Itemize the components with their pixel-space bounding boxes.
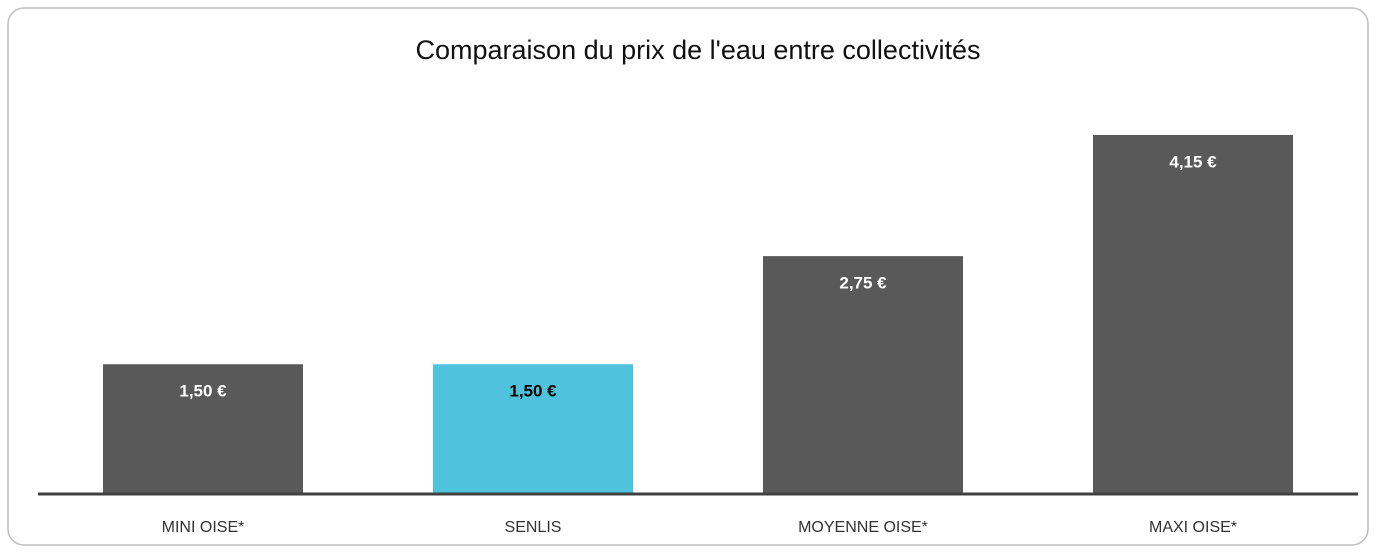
chart-title: Comparaison du prix de l'eau entre colle… [416,35,981,65]
value-label: 2,75 € [839,274,887,293]
bar [103,364,303,494]
x-tick-label: MOYENNE OISE* [798,519,928,536]
x-tick-label: MINI OISE* [162,519,245,536]
x-tick-label: MAXI OISE* [1149,519,1237,536]
value-label: 4,15 € [1169,152,1217,171]
bar [763,256,963,494]
chart-frame [7,7,1369,546]
bar [1093,135,1293,494]
x-tick-label: SENLIS [505,519,562,536]
bar [433,364,633,494]
value-label: 1,50 € [179,382,227,401]
value-label: 1,50 € [509,382,557,401]
